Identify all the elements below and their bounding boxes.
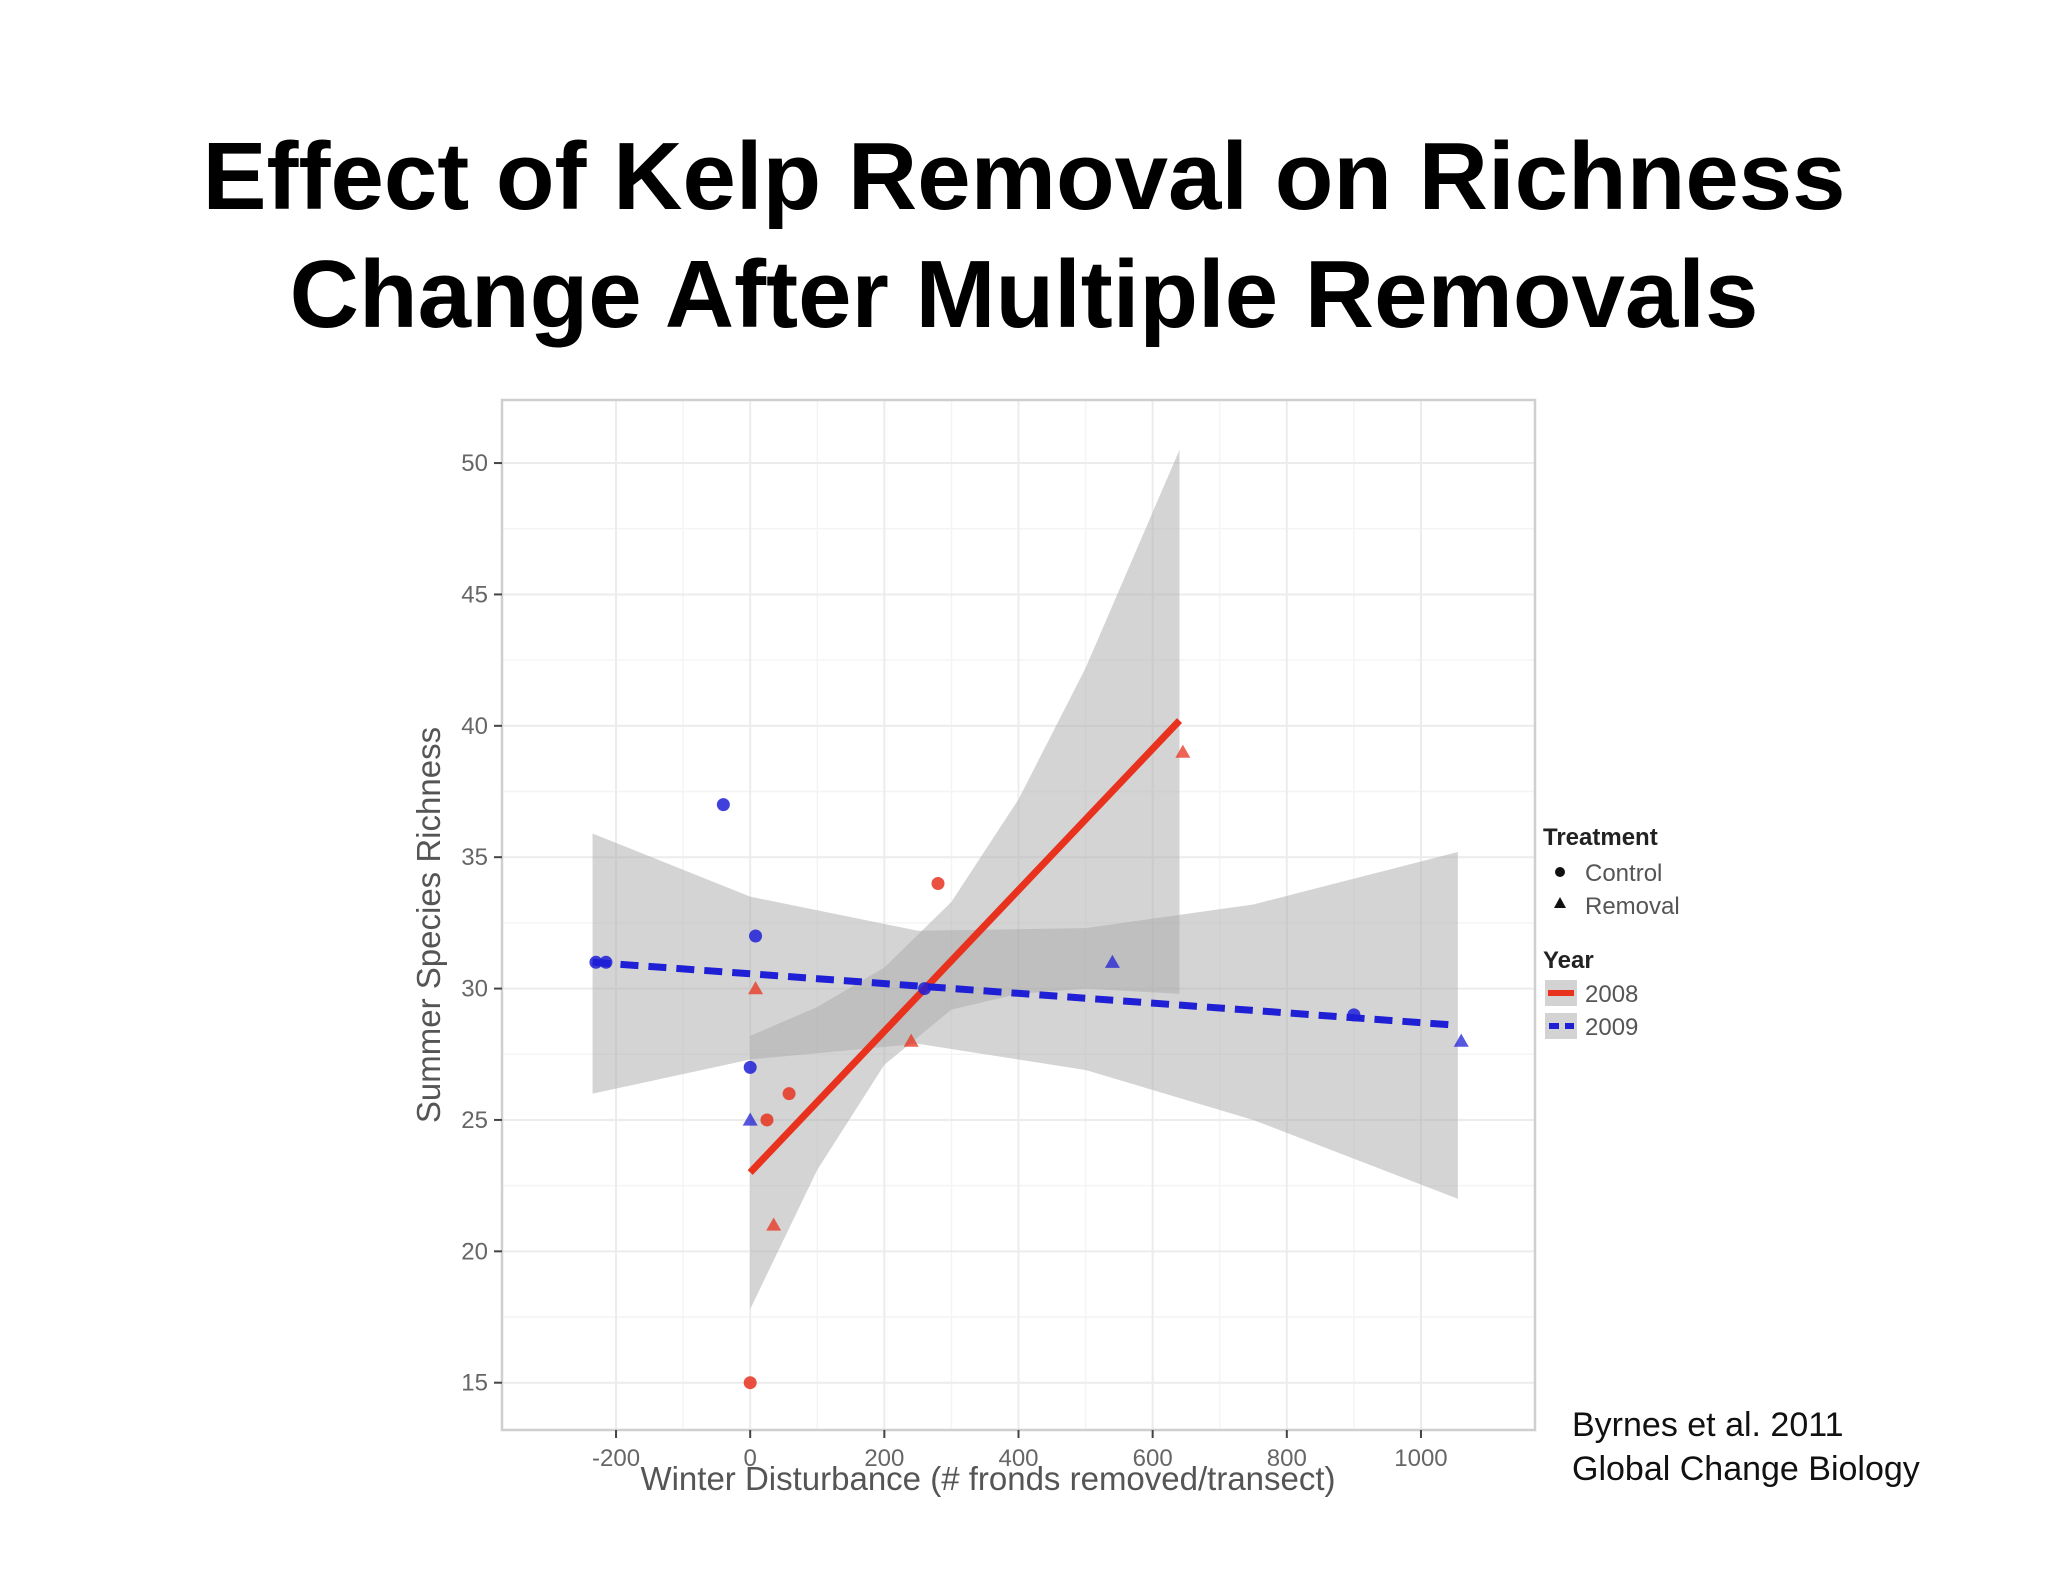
point-removal-2008 [766, 1217, 782, 1231]
legend-title-year: Year [1543, 947, 1594, 974]
point-control-2009 [599, 955, 613, 969]
legend-title-treatment: Treatment [1543, 824, 1658, 851]
y-tick-label: 30 [461, 976, 488, 1003]
fit-line-2009 [592, 958, 1459, 1029]
point-control-2009 [749, 929, 763, 943]
point-control-2009 [918, 982, 932, 996]
x-axis-title: Winter Disturbance (# fronds removed/tra… [640, 1460, 1335, 1497]
fit-lines [592, 718, 1459, 1175]
confidence-ribbon-2009 [592, 833, 1458, 1199]
point-control-2008 [931, 876, 945, 890]
y-tick-label: 20 [461, 1238, 488, 1265]
y-axis-title: Summer Species Richness [410, 727, 447, 1123]
citation-line-1: Byrnes et al. 2011 [1572, 1406, 1844, 1444]
point-control-2008 [760, 1113, 774, 1127]
legend-symbol-removal [1554, 897, 1566, 908]
slide-title-line-1: Effect of Kelp Removal on Richness [202, 123, 1846, 230]
axis-ticks: -200 0 200 400 600 800 1000 15 20 25 30 35 40 45 50 [461, 450, 1447, 1472]
legend-label-removal: Removal [1585, 893, 1680, 920]
citation: Byrnes et al. 2011 Global Change Biology [1572, 1403, 1920, 1491]
legend-label-2008: 2008 [1585, 981, 1638, 1008]
slide-title-line-2: Change After Multiple Removals [289, 241, 1759, 348]
x-tick-label: -200 [592, 1445, 640, 1472]
point-removal-2008 [1175, 744, 1191, 758]
y-tick-label: 25 [461, 1107, 488, 1134]
x-tick-label: 0 [744, 1445, 757, 1472]
x-tick-label: 200 [864, 1445, 904, 1472]
fit-line-2008 [747, 718, 1183, 1175]
y-tick-label: 40 [461, 713, 488, 740]
point-removal-2008 [903, 1033, 919, 1047]
confidence-ribbons [592, 449, 1458, 1310]
point-control-2009 [1347, 1008, 1361, 1022]
citation-line-2: Global Change Biology [1572, 1450, 1920, 1488]
x-tick-label: 600 [1133, 1445, 1173, 1472]
y-tick-label: 50 [461, 450, 488, 477]
legend-label-control: Control [1585, 860, 1662, 887]
y-tick-label: 15 [461, 1370, 488, 1397]
point-removal-2009 [742, 1112, 758, 1126]
point-control-2009 [716, 798, 730, 812]
point-removal-2009 [1104, 954, 1120, 968]
data-points [589, 744, 1469, 1390]
slide-title: Effect of Kelp Removal on Richness Chang… [0, 118, 2048, 354]
point-control-2009 [743, 1060, 757, 1074]
y-tick-label: 35 [461, 844, 488, 871]
confidence-ribbon-2008 [750, 449, 1180, 1310]
point-control-2008 [782, 1087, 796, 1101]
point-control-2009 [589, 955, 603, 969]
legend-symbol-control [1555, 867, 1565, 877]
point-removal-2008 [748, 981, 764, 995]
x-tick-label: 400 [998, 1445, 1038, 1472]
x-tick-label: 800 [1267, 1445, 1307, 1472]
legend: Treatment Control Removal Year 2008 2009 [1543, 824, 1680, 1041]
point-control-2008 [743, 1376, 757, 1390]
x-tick-label: 1000 [1394, 1445, 1447, 1472]
legend-label-2009: 2009 [1585, 1014, 1638, 1041]
point-removal-2009 [1453, 1033, 1469, 1047]
y-tick-label: 45 [461, 581, 488, 608]
